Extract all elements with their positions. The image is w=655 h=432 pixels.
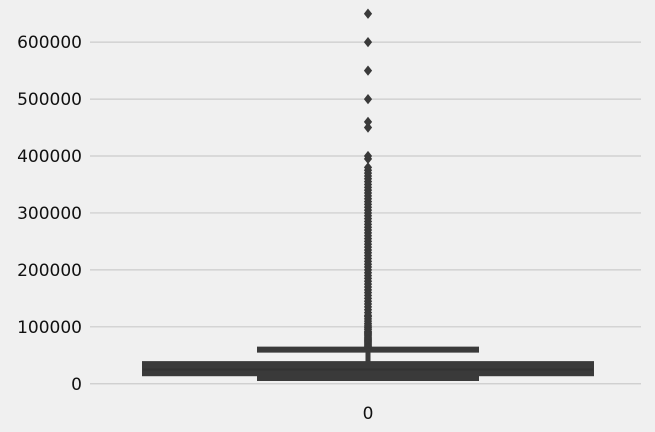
outlier-point bbox=[363, 150, 373, 162]
outlier-point bbox=[363, 37, 373, 48]
outlier-point bbox=[363, 93, 373, 105]
y-tick-label: 200000 bbox=[17, 261, 82, 281]
y-tick-label: 300000 bbox=[17, 204, 82, 224]
x-tick-labels: 0 bbox=[363, 404, 374, 424]
outlier-point bbox=[363, 65, 373, 76]
outlier-point bbox=[363, 116, 373, 128]
y-tick-label: 400000 bbox=[17, 147, 82, 167]
y-tick-label: 500000 bbox=[17, 90, 82, 110]
y-tick-label: 600000 bbox=[17, 33, 82, 53]
y-tick-labels: 0 100000 200000 300000 400000 500000 600000 bbox=[17, 33, 82, 395]
y-tick-label: 100000 bbox=[17, 318, 82, 338]
x-tick-label: 0 bbox=[363, 404, 374, 424]
outlier-point bbox=[363, 122, 373, 133]
outlier-group bbox=[363, 8, 373, 354]
y-tick-label: 0 bbox=[71, 375, 82, 395]
outlier-point bbox=[363, 8, 373, 19]
outlier-point bbox=[363, 162, 373, 173]
